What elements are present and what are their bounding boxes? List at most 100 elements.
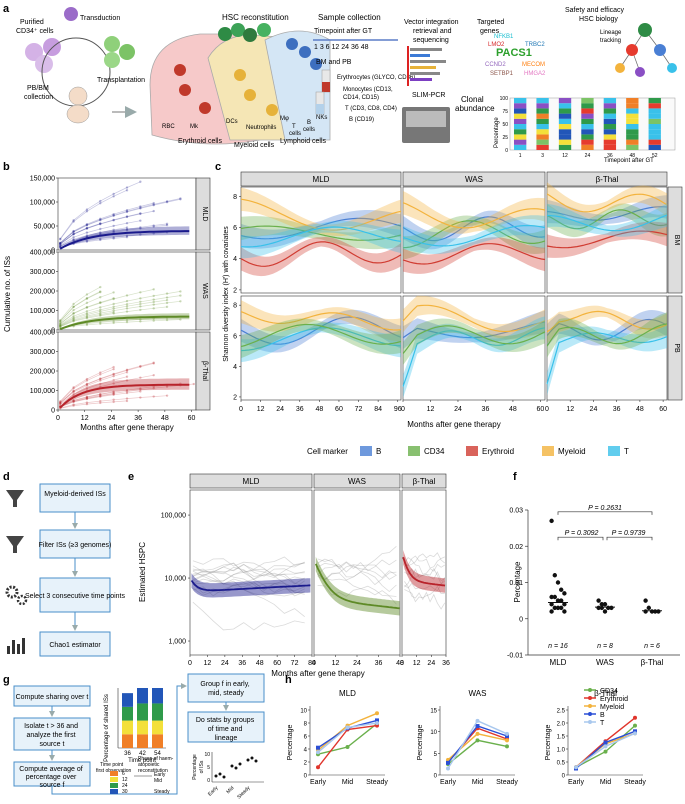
b-patient-point	[112, 305, 115, 309]
c-xtick-label: 60	[537, 406, 545, 413]
b-patient-point	[152, 225, 155, 228]
e-patient-line	[192, 601, 305, 631]
lymphoid-cell-icon	[286, 38, 298, 50]
clonal-bar-seg	[648, 134, 661, 140]
g-mini-point	[246, 758, 250, 762]
b-patient-point	[152, 288, 155, 291]
myeloid-cell-icon	[234, 69, 246, 81]
b-patient-line	[59, 363, 154, 404]
bar-chart-icon-bar	[17, 644, 20, 654]
b-patient-point	[85, 226, 89, 230]
clonal-bar-seg	[626, 139, 639, 145]
e-panel-frame	[313, 489, 401, 656]
h-ytick-label: 0	[562, 774, 566, 780]
b-patient-point	[139, 364, 142, 368]
g-legend-label: 12	[122, 777, 128, 783]
g-box-2	[13, 717, 91, 751]
clonal-ytick: 50	[502, 122, 508, 128]
clonal-xtick: 1	[519, 153, 522, 159]
f-point	[643, 598, 648, 603]
c-facet-strip	[402, 171, 546, 187]
b-patient-point	[99, 379, 102, 382]
b-patient-point	[99, 401, 102, 405]
vector-bar	[410, 66, 436, 69]
b-patient-point	[72, 220, 75, 223]
panel-f: f 0.03 0.02 0.01 0 -0.01 Percentage MLD n = 16 W…	[507, 471, 680, 667]
b-patient-line	[60, 400, 128, 409]
clonal-label: Clonal	[461, 95, 484, 104]
f-point	[562, 591, 567, 596]
b-patient-point	[72, 389, 75, 393]
b-patient-point	[152, 224, 155, 227]
b-patient-point	[72, 404, 75, 407]
b-patient-point	[125, 226, 129, 229]
bar-chart-icon-bar	[7, 646, 10, 654]
f-point	[552, 605, 557, 611]
b-facet-strip	[195, 251, 211, 331]
g-mini-xtick: Early	[207, 785, 220, 798]
h-point	[375, 718, 379, 723]
e-xtick-label: 24	[353, 660, 361, 667]
vector-label-3: sequencing	[413, 37, 449, 44]
b-patient-point	[85, 384, 89, 387]
b-patient-line	[59, 366, 114, 402]
b-patient-point	[59, 322, 62, 326]
b-ylabel: Cumulative no. of ISs	[3, 256, 12, 332]
clonal-bar-seg	[626, 118, 639, 124]
b-patient-line	[60, 220, 141, 246]
b-patient-point	[85, 296, 89, 300]
e-ci-band	[403, 550, 445, 593]
b-patient-point	[139, 207, 142, 210]
clonal-ytick: 100	[500, 96, 509, 102]
b-patient-point	[85, 306, 89, 309]
clonal-bar-seg	[581, 124, 594, 130]
step-1-text: Myeloid-derived ISs	[44, 491, 106, 498]
e-xtick-label: 36	[375, 660, 383, 667]
b-patient-point	[139, 308, 142, 312]
b-patient-point	[125, 320, 129, 324]
neutrophils-label: Neutrophils	[246, 125, 276, 131]
b-patient-point	[125, 307, 129, 310]
b-patient-point	[85, 383, 89, 386]
b-ytick-label: 50,000	[34, 224, 56, 231]
b-patient-point	[152, 300, 155, 304]
c-legend-title: Cell marker	[307, 447, 348, 456]
b-patient-line	[59, 213, 141, 245]
b-patient-point	[59, 401, 62, 405]
b-patient-point	[112, 302, 115, 306]
c-series-line	[402, 243, 546, 265]
f-group-label: WAS	[596, 658, 614, 667]
b-ytick-label: 0	[51, 248, 55, 255]
b-patient-point	[165, 200, 169, 203]
b-patient-point	[99, 301, 102, 305]
e-patient-line	[192, 566, 305, 585]
f-bracket	[557, 511, 653, 515]
c-series-line	[546, 230, 668, 249]
e-xtick-label: 0	[312, 660, 316, 667]
step-box	[39, 577, 111, 613]
g-box-4-text: Group f in early, mid, steady	[200, 681, 251, 697]
c-xtick-label: 0	[401, 406, 405, 413]
panel-letter-c: c	[215, 161, 221, 173]
b-patient-point	[99, 296, 102, 299]
g-mini-point	[214, 774, 218, 778]
f-point	[599, 602, 604, 607]
b-patient-point	[139, 291, 142, 294]
f-point	[596, 598, 601, 603]
b-patient-point	[85, 397, 89, 400]
f-point	[552, 573, 557, 578]
clonal-bar-seg	[648, 139, 661, 145]
h-legend-marker	[588, 720, 592, 724]
b-patient-point	[192, 382, 195, 386]
b-patient-point	[152, 307, 155, 310]
e-xtick-label: 36	[442, 660, 450, 667]
panel-letter-h: h	[285, 674, 292, 686]
f-group-label: MLD	[550, 658, 567, 667]
e-patient-line	[192, 586, 305, 597]
g-legend-label: 30	[122, 789, 128, 795]
gene-word: LMO2	[488, 42, 505, 48]
clonal-ytick: 25	[502, 135, 508, 141]
tcells-label-2: cells	[289, 131, 301, 137]
c-facet-label: MLD	[313, 175, 330, 184]
c-row-label: BM	[673, 235, 680, 246]
